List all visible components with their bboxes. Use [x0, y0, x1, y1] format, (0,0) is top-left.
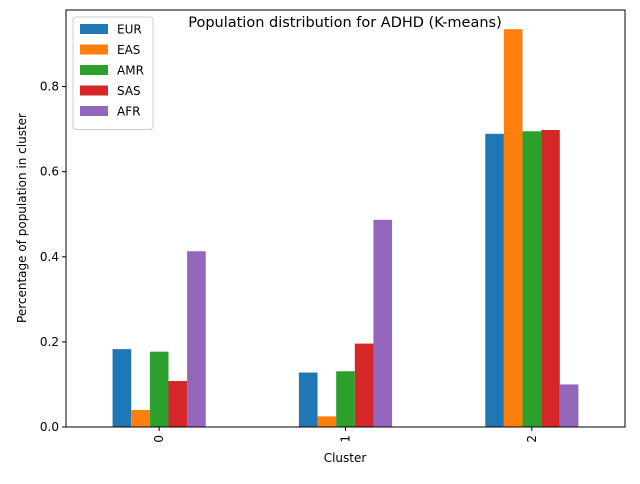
- legend-swatch-sas: [80, 85, 108, 96]
- bar-afr-cluster-2: [559, 384, 579, 427]
- bar-amr-cluster-1: [336, 371, 355, 427]
- legend-swatch-eur: [80, 24, 108, 34]
- y-tick-label: 0.8: [40, 80, 59, 94]
- y-tick-label: 0.2: [40, 335, 59, 349]
- legend-label-eur: EUR: [117, 23, 142, 37]
- legend-label-afr: AFR: [117, 105, 140, 119]
- y-tick-label: 0.0: [40, 420, 59, 434]
- x-axis: 0 1 2: [152, 427, 539, 443]
- legend-swatch-eas: [80, 44, 108, 55]
- legend-swatch-afr: [80, 106, 108, 116]
- legend: EUR EAS AMR SAS AFR: [72, 16, 154, 130]
- bars-group: [112, 29, 579, 428]
- plot-frame: [65, 9, 626, 428]
- y-axis: 0.0 0.2 0.4 0.6 0.8: [40, 80, 66, 434]
- bar-eas-cluster-2: [503, 29, 523, 428]
- bar-amr-cluster-2: [522, 131, 542, 427]
- bar-amr-cluster-0: [149, 351, 169, 427]
- y-axis-label: Percentage of population in cluster: [15, 113, 29, 323]
- bar-sas-cluster-1: [354, 343, 374, 427]
- x-axis-label: Cluster: [324, 451, 367, 465]
- bar-eas-cluster-1: [317, 416, 337, 427]
- x-tick-label: 0: [152, 435, 166, 443]
- bar-sas-cluster-2: [541, 129, 560, 428]
- y-tick-label: 0.4: [40, 250, 59, 264]
- legend-label-amr: AMR: [117, 64, 144, 78]
- bar-eur-cluster-2: [485, 133, 504, 427]
- y-tick-label: 0.6: [40, 165, 59, 179]
- bar-eur-cluster-0: [112, 349, 132, 427]
- chart-title: Population distribution for ADHD (K-mean…: [188, 15, 502, 31]
- legend-label-sas: SAS: [117, 84, 141, 98]
- bar-sas-cluster-0: [168, 381, 188, 427]
- bar-afr-cluster-0: [187, 251, 206, 427]
- x-tick-label: 1: [339, 435, 353, 443]
- legend-swatch-amr: [80, 65, 108, 75]
- bar-afr-cluster-1: [373, 219, 393, 427]
- bar-eur-cluster-1: [298, 372, 318, 427]
- bar-eas-cluster-0: [131, 409, 150, 427]
- legend-label-eas: EAS: [117, 43, 140, 57]
- x-tick-label: 2: [525, 435, 539, 443]
